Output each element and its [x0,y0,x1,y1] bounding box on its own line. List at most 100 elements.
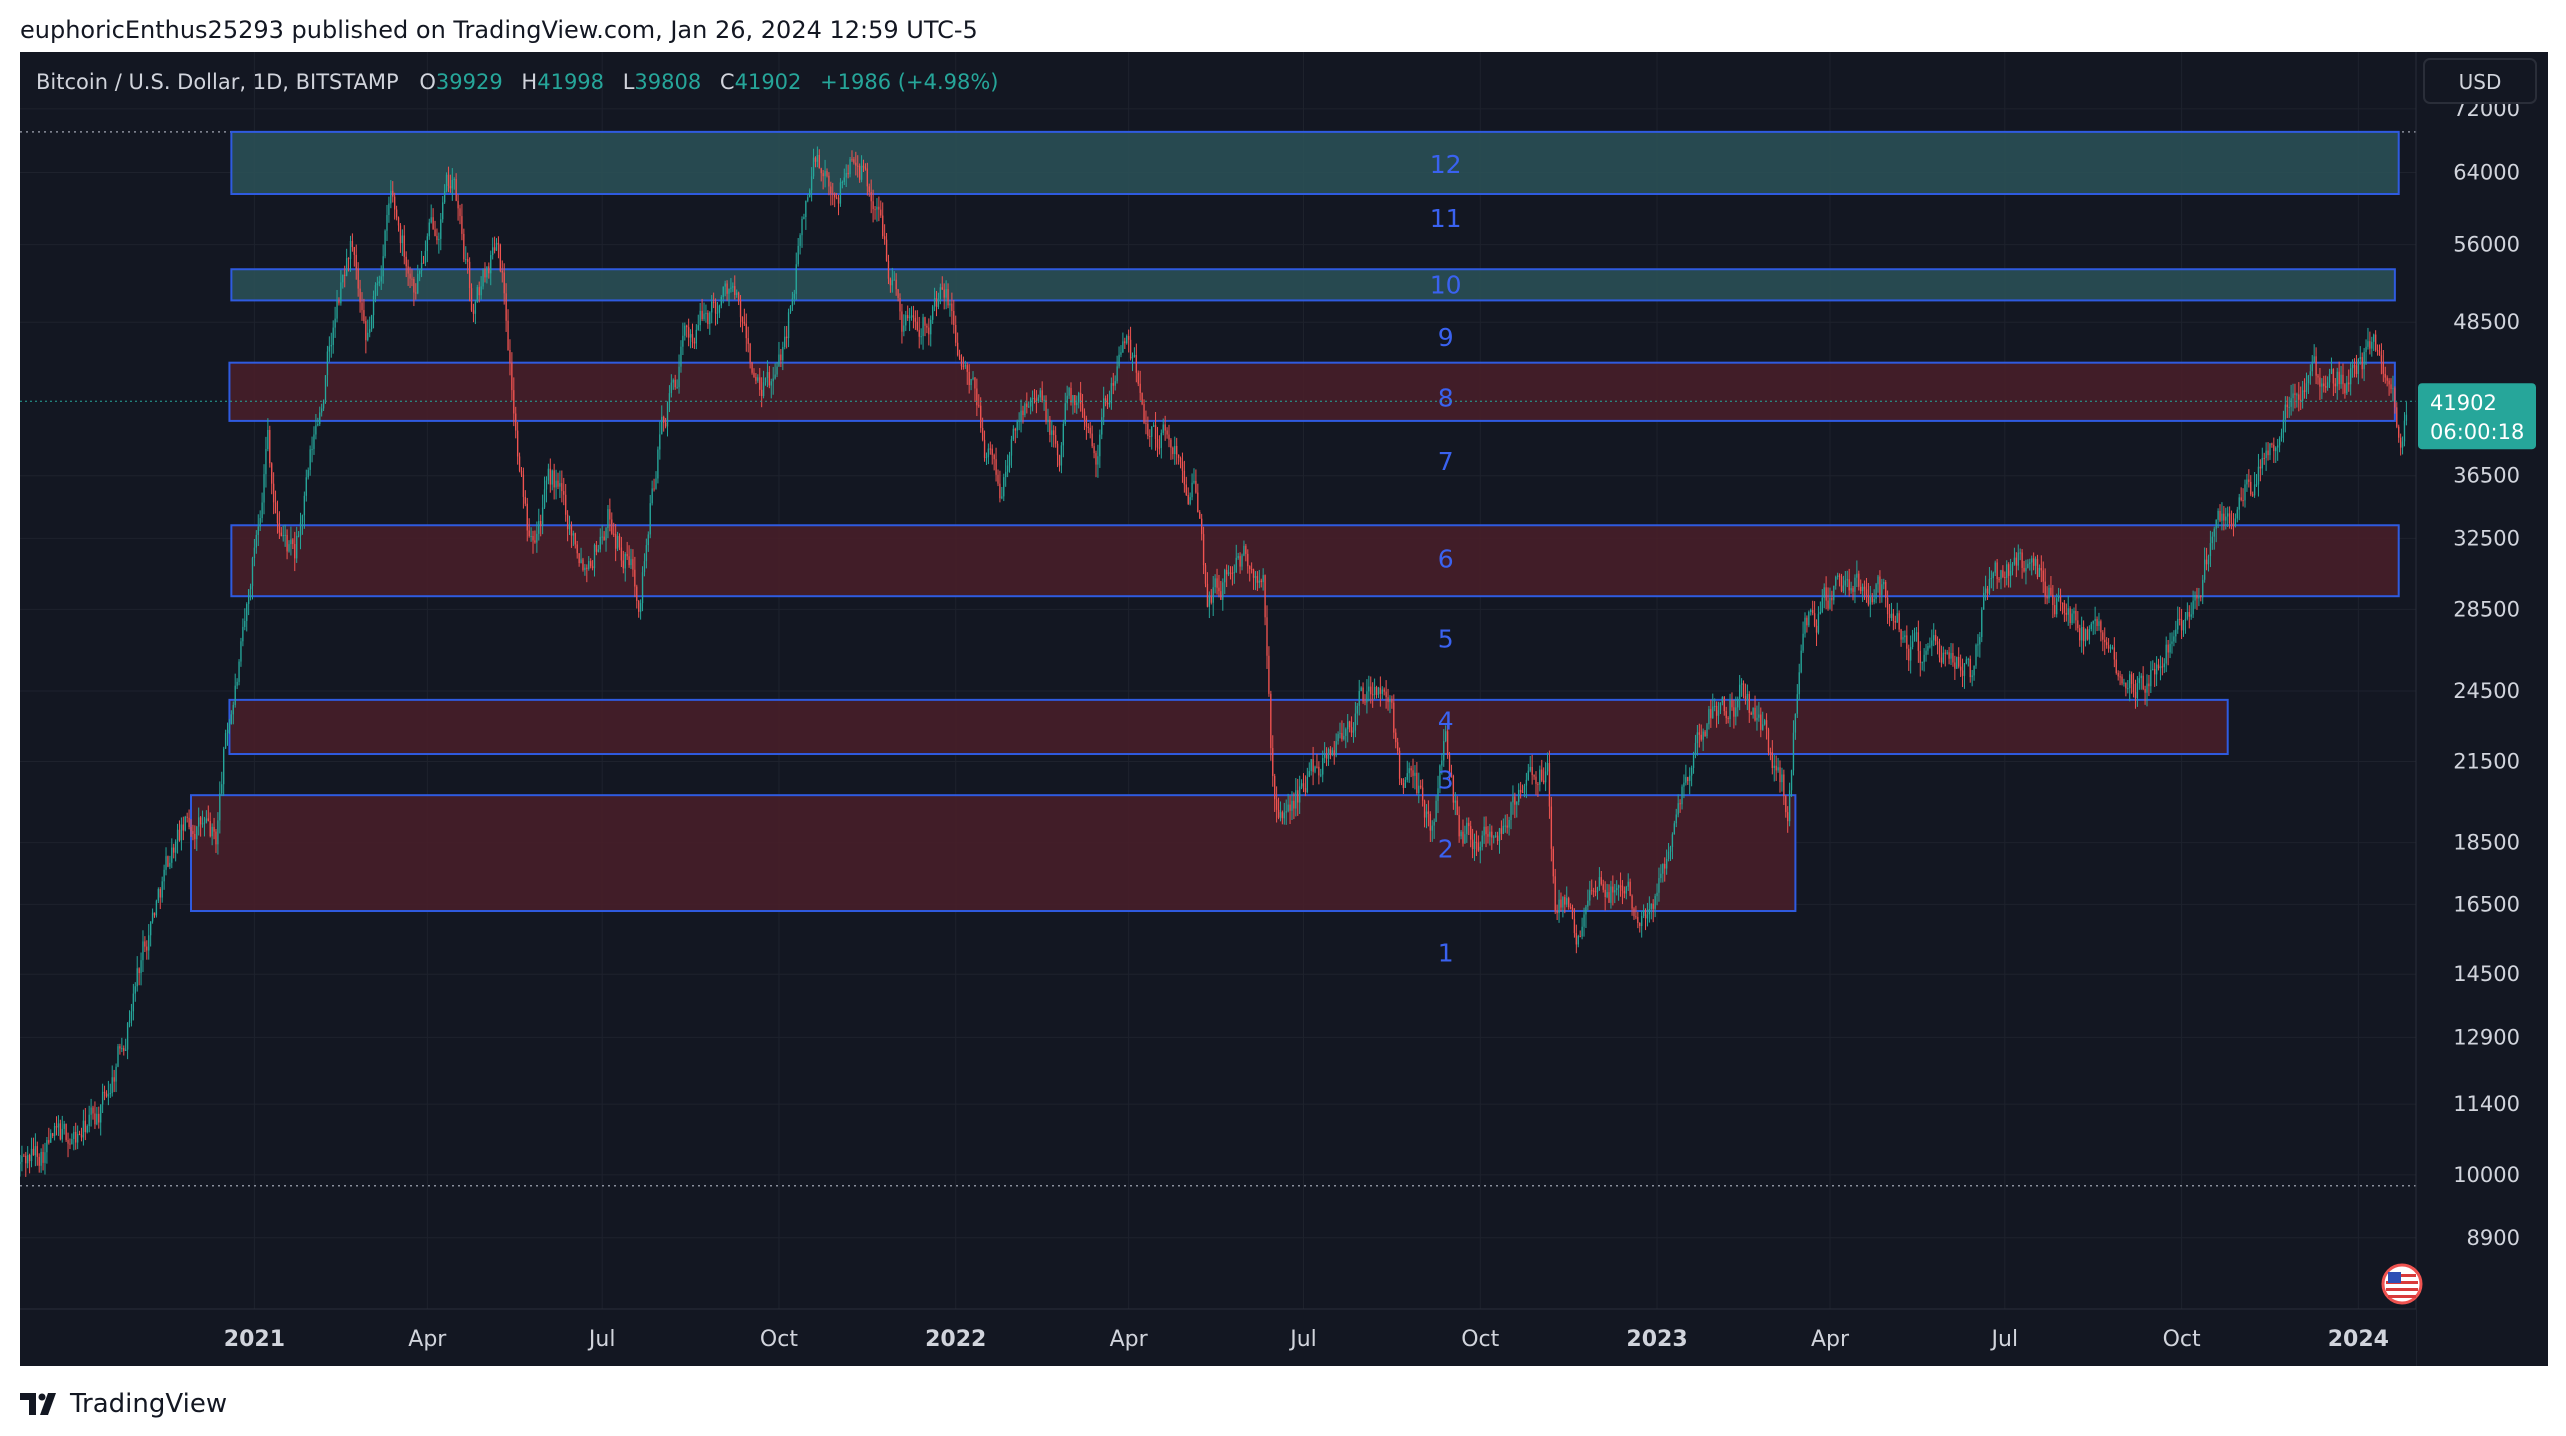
candle-body [1763,720,1766,725]
candle-body [897,289,899,298]
candle-body [470,288,473,311]
candle-body [2173,636,2175,642]
candle-body [883,236,886,240]
candle-body [1126,335,1128,344]
candle-body [985,457,988,459]
candle-body [545,480,548,490]
candle-body [999,483,1001,499]
candle-body [2261,457,2263,469]
candle-body [1860,586,1862,592]
candle-body [274,502,277,514]
candle-body [399,225,402,244]
candle-body [1051,430,1053,435]
footer-brand[interactable]: TradingView [20,1384,227,1424]
candle-body [686,325,688,328]
candle-body [1591,890,1593,892]
candle-body [1969,658,1971,678]
candle-body [130,1011,133,1021]
candle-body [1988,578,1991,594]
candle-body [340,282,342,304]
candle-body [1765,720,1768,730]
candle-body [307,469,309,478]
candle-body [1902,637,1904,640]
candle-body [509,349,511,363]
candle-body [417,273,419,294]
candle-body [1958,656,1960,667]
candle-body [1118,354,1120,367]
candle-body [1416,772,1418,794]
candle-body [20,1161,21,1165]
candle-body [981,427,984,440]
candle-body [184,816,186,831]
candle-body [1241,555,1243,567]
candle-body [1208,596,1211,607]
candle-body [697,325,699,330]
candle-body [1904,635,1906,638]
candle-body [580,559,582,564]
candle-body [173,847,175,853]
candle-body [1617,885,1620,889]
candle-body [2269,443,2271,456]
candle-body [411,278,413,280]
candle-body [516,430,519,457]
candle-body [493,247,496,251]
candle-body [2157,664,2160,669]
close-label: C [720,70,735,94]
candle-body [1771,752,1773,769]
symbol-label: Bitcoin / U.S. Dollar, 1D, BITSTAMP [36,70,399,94]
candle-body [568,525,571,530]
candle-body [1981,609,1983,638]
candle-body [1535,776,1537,784]
candle-body [1320,774,1322,776]
candle-body [1514,796,1516,805]
us-flag-icon[interactable] [2381,1263,2423,1305]
candle-body [1026,403,1028,407]
candle-body [1562,897,1564,908]
candle-body [1890,613,1893,619]
candle-body [149,921,152,936]
candle-body [1973,665,1975,676]
candle-body [1348,721,1351,728]
candle-body [922,317,924,337]
candle-body [317,423,319,426]
candle-body [687,327,690,338]
candle-body [2015,557,2018,566]
candle-body [1998,578,2000,580]
price-tick-label: 21500 [2453,750,2520,774]
candle-body [2284,404,2287,420]
candle-body [2079,628,2081,641]
candle-body [1256,576,1259,583]
candle-body [2006,564,2008,578]
candle-body [1929,645,1931,647]
candle-body [1008,455,1011,466]
time-axis[interactable] [20,1309,2416,1366]
candle-body [382,256,384,277]
candle-body [251,558,254,587]
time-tick-label: Apr [1110,1327,1149,1352]
candle-body [2065,612,2067,615]
candle-body [2175,629,2177,637]
candle-body [1831,597,1833,601]
candle-body [1767,729,1770,753]
candle-body [1752,707,1754,715]
candle-body [2313,356,2315,363]
candle-body [1798,672,1800,695]
candle-body [864,167,867,169]
currency-button[interactable]: USD [2423,58,2537,104]
candle-body [949,303,951,306]
time-tick-label: Oct [2163,1327,2201,1352]
candle-body [2113,647,2116,660]
candle-body [2044,581,2046,597]
candle-body [2382,361,2385,374]
price-axis[interactable] [2416,52,2548,1366]
candle-body [797,245,799,265]
candle-body [2315,356,2317,376]
candle-body [1990,577,1993,579]
candle-body [1621,885,1624,891]
candle-body [50,1133,52,1143]
candle-body [1683,782,1685,787]
candle-body [1058,455,1061,466]
chart-panel[interactable]: 12 11 10 9 8 7 6 5 4 3 2 1 72000 64000 56000 48500 3650… [20,52,2548,1366]
candle-body [192,831,194,835]
